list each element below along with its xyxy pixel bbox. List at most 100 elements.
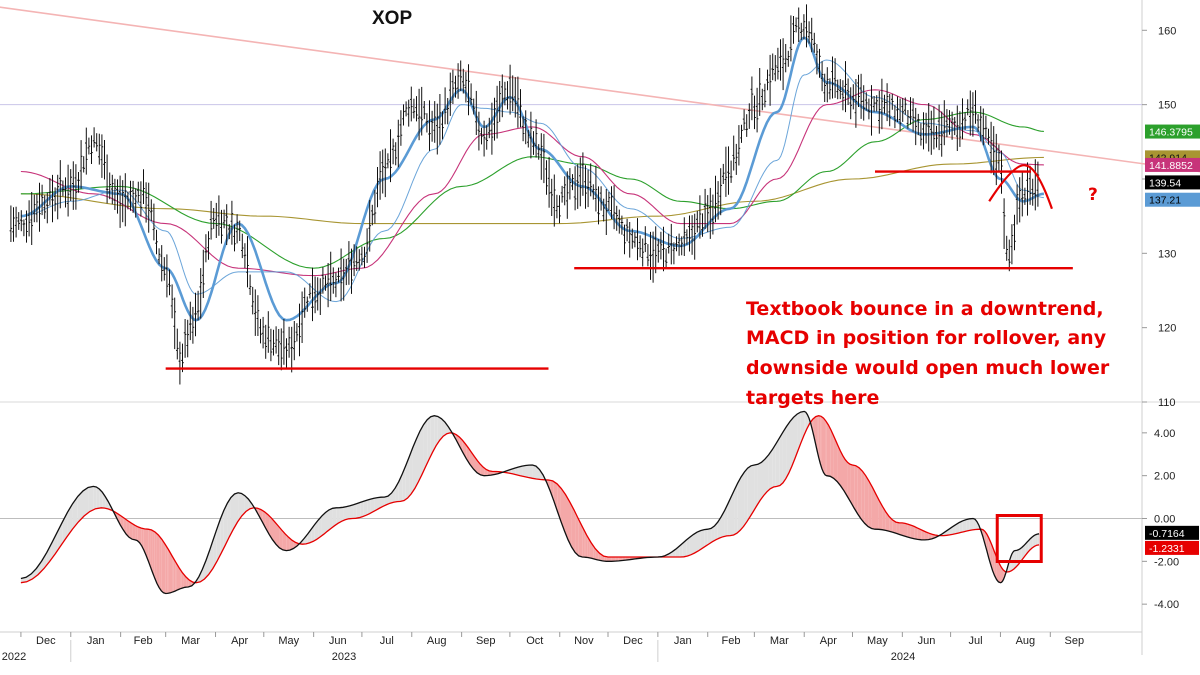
macd-histogram-fill: [357, 502, 361, 518]
macd-histogram-fill: [1015, 550, 1017, 568]
macd-histogram-fill: [155, 532, 157, 584]
macd-histogram-fill: [167, 548, 169, 594]
last-value-tag-label: 139.54: [1149, 177, 1181, 189]
macd-histogram-fill: [861, 470, 865, 523]
price-tick-label: 150: [1158, 100, 1176, 112]
annotation-line: MACD in position for rollover, any: [746, 327, 1107, 349]
macd-tick-label: 4.00: [1154, 428, 1175, 440]
macd-histogram-fill: [762, 459, 766, 498]
month-label: Nov: [574, 635, 594, 647]
price-tick-label: 130: [1158, 248, 1176, 260]
month-label: Apr: [231, 635, 248, 647]
price-tick-label: 120: [1158, 323, 1176, 335]
macd-histogram-fill: [748, 466, 751, 521]
macd-histogram-fill: [896, 522, 900, 534]
macd-last-value-tag-label: -1.2331: [1149, 543, 1185, 555]
macd-histogram-fill: [129, 522, 132, 540]
month-label: Jan: [674, 635, 692, 647]
annotation-line: downside would open much lower: [746, 357, 1110, 379]
macd-histogram-fill: [177, 564, 179, 590]
macd-histogram-fill: [779, 432, 783, 486]
signal-line: [21, 416, 1039, 583]
macd-histogram-fill: [701, 530, 705, 550]
question-mark: ?: [1088, 185, 1098, 205]
macd-histogram-fill: [858, 467, 861, 519]
macd-histogram-fill: [171, 553, 173, 593]
macd-histogram-fill: [851, 465, 854, 509]
annotation-line: Textbook bounce in a downtrend,: [746, 298, 1104, 320]
macd-histogram-fill: [786, 422, 790, 478]
last-value-tag-label: 141.8852: [1149, 160, 1193, 172]
month-label: Feb: [134, 635, 153, 647]
month-label: Mar: [770, 635, 789, 647]
macd-histogram-fill: [820, 416, 822, 469]
macd-histogram-fill: [825, 420, 827, 476]
macd-last-value-tag-label: -0.7164: [1149, 528, 1185, 540]
macd-histogram-fill: [417, 431, 421, 485]
macd-histogram-fill: [529, 465, 532, 478]
macd-histogram-fill: [734, 483, 737, 534]
macd-histogram-fill: [854, 465, 858, 514]
price-tick-label: 160: [1158, 25, 1176, 37]
macd-histogram-fill: [769, 450, 773, 490]
year-label: 2024: [891, 651, 915, 663]
macd-histogram-fill: [93, 486, 96, 509]
macd-histogram-fill: [353, 504, 356, 519]
macd-tick-label: 0.00: [1154, 514, 1175, 526]
macd-histogram-fill: [824, 418, 826, 475]
macd-histogram-fill: [172, 556, 174, 592]
last-value-tag-label: 137.21: [1149, 195, 1181, 207]
month-label: Jul: [968, 635, 982, 647]
month-label: Aug: [427, 635, 447, 647]
moving-average-long-line: [21, 112, 1044, 268]
macd-histogram-fill: [329, 508, 333, 530]
macd-histogram-fill: [179, 567, 181, 590]
macd-histogram-fill: [911, 525, 915, 539]
macd-histogram-fill: [364, 500, 368, 516]
month-label: May: [867, 635, 888, 647]
macd-histogram-fill: [174, 559, 176, 592]
macd-histogram-fill: [963, 520, 966, 532]
macd-histogram-fill: [758, 462, 762, 504]
macd-histogram-fill: [904, 523, 908, 537]
macd-histogram-fill: [526, 465, 530, 478]
moving-average-medium-line: [21, 60, 1044, 302]
macd-histogram-fill: [159, 536, 161, 591]
macd-histogram-fill: [347, 506, 351, 520]
macd-histogram-fill: [532, 465, 536, 479]
macd-histogram-fill: [343, 507, 346, 521]
macd-tick-label: -2.00: [1154, 556, 1179, 568]
macd-histogram-fill: [161, 539, 163, 593]
macd-histogram-fill: [522, 466, 525, 477]
month-label: Dec: [623, 635, 643, 647]
macd-histogram-fill: [822, 417, 824, 473]
macd-histogram-fill: [360, 501, 363, 517]
macd-histogram-fill: [741, 472, 744, 529]
month-label: Apr: [820, 635, 837, 647]
macd-tick-label: 2.00: [1154, 471, 1175, 483]
macd-histogram-fill: [694, 532, 698, 553]
macd-histogram-fill: [751, 465, 754, 515]
month-label: Jun: [329, 635, 347, 647]
macd-histogram-fill: [157, 534, 159, 588]
macd-histogram-fill: [738, 477, 741, 532]
macd-histogram-fill: [776, 438, 780, 486]
month-label: Jan: [87, 635, 105, 647]
annotation-line: targets here: [746, 387, 879, 409]
month-label: Sep: [476, 635, 496, 647]
macd-histogram-fill: [169, 550, 171, 593]
macd-histogram-fill: [340, 507, 344, 522]
macd-histogram-fill: [582, 527, 584, 558]
moving-average-long-line: [21, 157, 1044, 223]
macd-histogram-fill: [900, 523, 904, 536]
macd-histogram-fill: [132, 524, 135, 540]
month-label: Dec: [36, 635, 56, 647]
macd-histogram-fill: [420, 425, 424, 479]
macd-histogram-fill: [754, 464, 758, 509]
macd-histogram-fill: [1034, 535, 1036, 547]
price-tick-label: 110: [1158, 397, 1176, 409]
macd-histogram-fill: [1036, 534, 1038, 546]
macd-histogram-fill: [783, 427, 787, 483]
macd-histogram-fill: [1037, 534, 1039, 545]
